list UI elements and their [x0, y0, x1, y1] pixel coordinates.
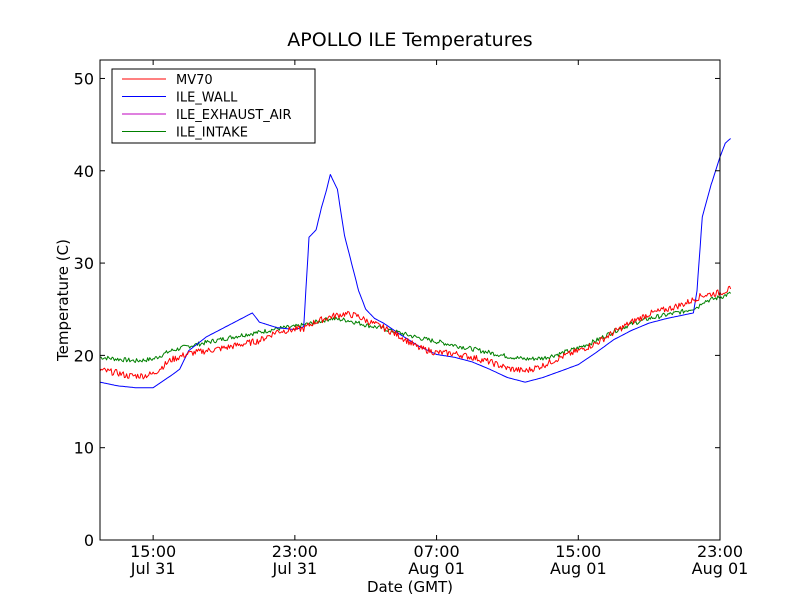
x-tick-date: Aug 01 — [408, 559, 465, 578]
x-tick-date: Jul 31 — [271, 559, 317, 578]
y-tick-label: 0 — [84, 531, 94, 550]
legend-label: ILE_INTAKE — [176, 126, 248, 141]
legend-label: MV70 — [176, 73, 213, 88]
y-tick-label: 30 — [74, 254, 94, 273]
x-tick-time: 23:00 — [697, 542, 743, 561]
x-tick-time: 23:00 — [272, 542, 318, 561]
legend-box — [111, 68, 316, 144]
chart-title: APOLLO ILE Temperatures — [287, 29, 532, 51]
x-tick-time: 15:00 — [130, 542, 176, 561]
series-line-ile-intake — [99, 291, 731, 363]
legend-label: ILE_EXHAUST_AIR — [176, 108, 292, 123]
y-axis: 0 10 20 30 40 50 — [74, 69, 720, 550]
x-tick-time: 15:00 — [555, 542, 601, 561]
x-axis-label: Date (GMT) — [367, 578, 453, 596]
x-tick-time: 07:00 — [414, 542, 460, 561]
series-line-mv70 — [99, 285, 732, 380]
plot-frame — [99, 59, 721, 541]
x-tick-date: Jul 31 — [130, 559, 176, 578]
y-tick-label: 20 — [74, 346, 94, 365]
y-tick-label: 40 — [74, 162, 94, 181]
y-tick-label: 10 — [74, 439, 94, 458]
plot-area — [99, 138, 732, 389]
x-tick-date: Aug 01 — [692, 559, 749, 578]
legend: MV70 ILE_WALL ILE_EXHAUST_AIR ILE_INTAKE — [111, 68, 316, 144]
x-tick-date: Aug 01 — [550, 559, 607, 578]
y-axis-label: Temperature (C) — [54, 239, 72, 362]
series-line-ile-wall — [99, 138, 731, 389]
y-tick-label: 50 — [74, 69, 94, 88]
legend-label: ILE_WALL — [176, 91, 238, 106]
